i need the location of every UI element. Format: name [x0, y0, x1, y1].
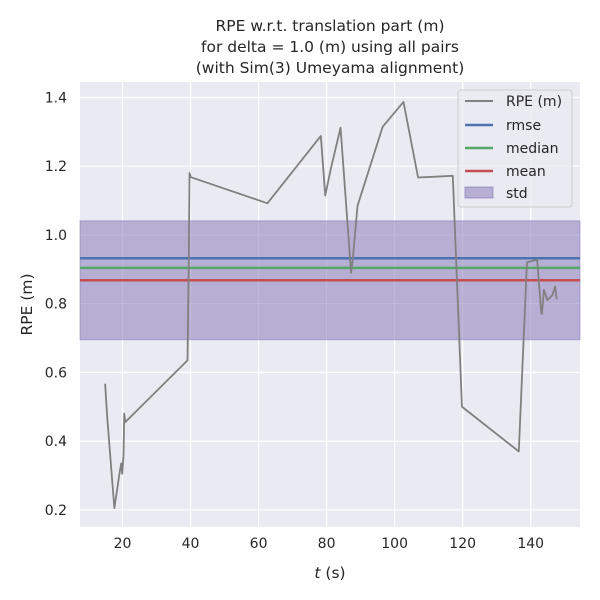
legend-frame [457, 89, 573, 208]
chart-title-line-1: RPE w.r.t. translation part (m) [215, 17, 444, 35]
series-line-rpe [104, 101, 558, 510]
legend-label-std: std [506, 186, 528, 202]
x-axis-label-unit: (s) [320, 564, 345, 582]
y-tick-label-0-4: 0.4 [45, 434, 67, 450]
x-tick-label-140: 140 [517, 536, 544, 552]
x-tick-label-120: 120 [449, 536, 476, 552]
y-tick-label-0-6: 0.6 [45, 365, 67, 381]
x-tick-label-80: 80 [318, 536, 336, 552]
x-axis-label-variable: t [314, 564, 321, 582]
legend: RPE (m) rmse median mean std [457, 89, 573, 208]
y-axis-label: RPE (m) [18, 273, 36, 335]
legend-label-rpe: RPE (m) [506, 94, 562, 110]
series-layer [104, 101, 558, 510]
chart-title-line-3: (with Sim(3) Umeyama alignment) [196, 59, 465, 77]
x-tick-label-40: 40 [182, 536, 200, 552]
y-tick-label-1: 1.0 [45, 228, 67, 244]
legend-handle-std [464, 186, 494, 199]
stat-lines-layer [80, 257, 580, 282]
legend-label-median: median [506, 141, 558, 157]
x-tick-label-20: 20 [114, 536, 132, 552]
x-tick-label-100: 100 [381, 536, 408, 552]
chart-title-line-2: for delta = 1.0 (m) using all pairs [201, 38, 459, 56]
legend-label-mean: mean [506, 164, 546, 180]
chart-title: RPE w.r.t. translation part (m) for delt… [196, 17, 465, 77]
legend-label-rmse: rmse [506, 118, 541, 134]
x-axis-label: t (s) [314, 564, 345, 582]
x-tick-label-60: 60 [250, 536, 268, 552]
y-tick-label-1-2: 1.2 [45, 159, 67, 175]
y-tick-label-1-4: 1.4 [45, 90, 67, 106]
tick-labels: 20 40 60 80 100 120 140 0.2 0.4 0.6 0.8 1.0 1.2 1.4 [45, 90, 544, 552]
y-tick-label-0-8: 0.8 [45, 297, 67, 313]
y-tick-label-0-2: 0.2 [45, 503, 67, 519]
